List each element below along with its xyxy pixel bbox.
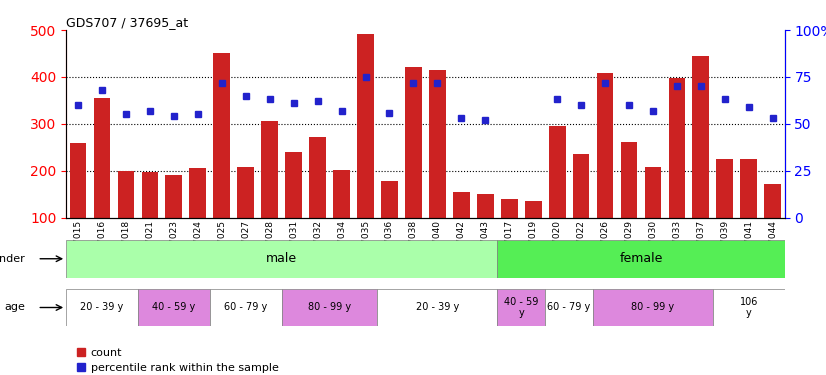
Text: female: female (620, 252, 662, 265)
Bar (93, 98, 111, 218)
Bar (117, 171, 135, 217)
Bar (261, 122, 278, 218)
Text: 20 - 39 y: 20 - 39 y (80, 303, 124, 312)
Bar (285, 152, 302, 217)
Bar (189, 168, 206, 217)
Bar (141, 172, 159, 217)
Text: age: age (4, 303, 26, 312)
Text: gender: gender (0, 254, 26, 264)
Bar (477, 194, 494, 217)
Bar (644, 167, 662, 217)
Bar (357, 34, 374, 218)
Bar (713, 289, 785, 326)
Text: 60 - 79 y: 60 - 79 y (224, 303, 268, 312)
Bar (213, 53, 230, 217)
Text: 40 - 59 y: 40 - 59 y (152, 303, 196, 312)
Bar (69, 142, 87, 218)
Bar (596, 73, 614, 217)
Legend: count, percentile rank within the sample: count, percentile rank within the sample (72, 343, 282, 375)
Bar (333, 170, 350, 217)
Bar (237, 167, 254, 217)
Bar (716, 159, 733, 218)
Bar (429, 70, 446, 217)
Bar (165, 176, 183, 217)
Bar (497, 289, 545, 326)
Bar (764, 184, 781, 218)
Bar (572, 154, 590, 218)
Bar (548, 126, 566, 218)
Text: 40 - 59
y: 40 - 59 y (504, 297, 539, 318)
Bar (593, 289, 713, 326)
Bar (545, 289, 593, 326)
Text: 20 - 39 y: 20 - 39 y (415, 303, 459, 312)
Bar (740, 159, 757, 218)
Bar (405, 67, 422, 218)
Bar (210, 289, 282, 326)
Text: 80 - 99 y: 80 - 99 y (308, 303, 351, 312)
Bar (381, 181, 398, 218)
Bar (377, 289, 497, 326)
Text: male: male (266, 252, 297, 265)
Text: 106
y: 106 y (739, 297, 758, 318)
Text: GDS707 / 37695_at: GDS707 / 37695_at (66, 16, 188, 29)
Bar (501, 199, 518, 217)
Text: 60 - 79 y: 60 - 79 y (548, 303, 591, 312)
Bar (668, 78, 686, 218)
Bar (497, 240, 785, 278)
Bar (66, 240, 497, 278)
Bar (620, 142, 638, 218)
Bar (282, 289, 377, 326)
Bar (309, 137, 326, 218)
Bar (453, 192, 470, 217)
Bar (138, 289, 210, 326)
Bar (525, 201, 542, 217)
Bar (66, 289, 138, 326)
Text: 80 - 99 y: 80 - 99 y (631, 303, 675, 312)
Bar (692, 56, 710, 217)
